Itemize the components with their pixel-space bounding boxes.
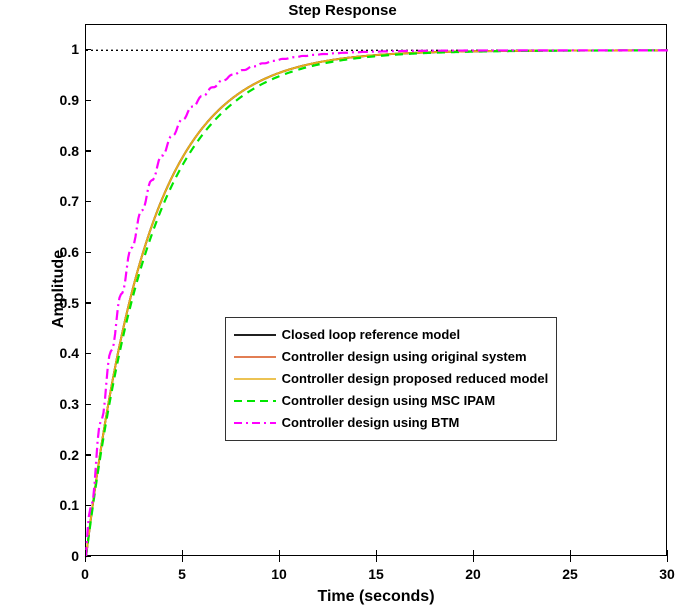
legend-row: Controller design using BTM [234,412,549,434]
series-controller-proposed-reduced [86,50,668,557]
legend-row: Controller design using MSC IPAM [234,390,549,412]
xtick-label: 5 [178,566,186,582]
ytick-label: 0.4 [45,345,79,361]
ytick-mark [85,201,91,203]
xtick-mark [570,556,572,562]
xtick-mark-in [667,550,669,556]
legend-row: Controller design using original system [234,346,549,368]
ytick-label: 0.1 [45,497,79,513]
ytick-mark [85,252,91,254]
xtick-mark-in [570,550,572,556]
xtick-mark [279,556,281,562]
ytick-label: 1 [45,41,79,57]
ytick-mark [85,49,91,51]
legend-label: Controller design using original system [282,349,527,364]
xtick-mark [667,556,669,562]
legend-swatch [234,393,276,409]
step-response-chart: Step Response Amplitude Time (seconds) 0… [0,0,685,613]
xtick-mark-in [473,550,475,556]
ytick-mark [85,150,91,152]
ytick-mark [85,556,91,558]
chart-title: Step Response [0,2,685,19]
legend-label: Controller design using BTM [282,415,460,430]
series-closed-loop-reference [86,50,668,557]
xtick-mark-in [376,550,378,556]
legend-label: Controller design using MSC IPAM [282,393,496,408]
xtick-label: 25 [562,566,578,582]
x-axis-label: Time (seconds) [85,588,667,606]
series-controller-msc-ipam [86,50,668,557]
legend-row: Controller design proposed reduced model [234,368,549,390]
series-controller-btm [86,50,668,557]
plot-svg [86,25,668,557]
legend-swatch [234,327,276,343]
ytick-mark [85,353,91,355]
legend-label: Controller design proposed reduced model [282,371,549,386]
legend-swatch [234,415,276,431]
xtick-label: 0 [81,566,89,582]
xtick-mark [376,556,378,562]
xtick-label: 30 [659,566,675,582]
ytick-label: 0.6 [45,244,79,260]
ytick-mark [85,505,91,507]
legend-label: Closed loop reference model [282,327,460,342]
xtick-mark [182,556,184,562]
ytick-label: 0.2 [45,447,79,463]
ytick-label: 0.7 [45,193,79,209]
legend: Closed loop reference model Controller de… [225,317,558,441]
ytick-mark [85,302,91,304]
xtick-mark-in [182,550,184,556]
xtick-label: 15 [368,566,384,582]
xtick-label: 10 [271,566,287,582]
xtick-mark [473,556,475,562]
legend-swatch [234,349,276,365]
ytick-label: 0.8 [45,143,79,159]
ytick-label: 0.9 [45,92,79,108]
ytick-label: 0.3 [45,396,79,412]
legend-swatch [234,371,276,387]
plot-area [85,24,667,556]
xtick-mark-in [279,550,281,556]
series-controller-original [86,50,668,557]
legend-row: Closed loop reference model [234,324,549,346]
xtick-label: 20 [465,566,481,582]
ytick-mark [85,100,91,102]
ytick-mark [85,454,91,456]
ytick-label: 0.5 [45,295,79,311]
ytick-mark [85,404,91,406]
ytick-label: 0 [45,548,79,564]
